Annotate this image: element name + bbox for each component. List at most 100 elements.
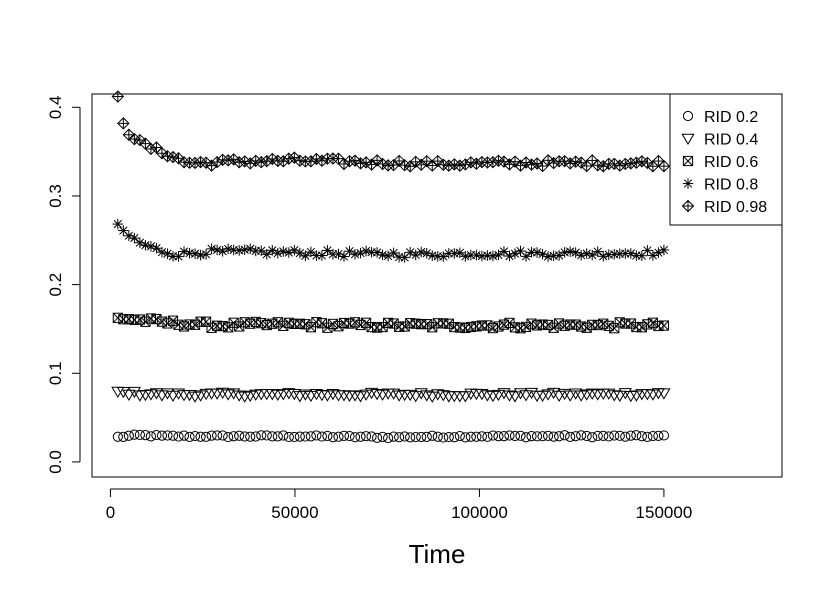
data-point xyxy=(266,152,279,166)
data-point xyxy=(155,390,169,402)
data-point xyxy=(232,156,246,169)
data-point xyxy=(542,319,554,331)
y-tick-label: 0.4 xyxy=(46,95,65,119)
data-point xyxy=(370,388,384,401)
legend-symbol xyxy=(681,199,695,213)
data-point xyxy=(217,430,228,441)
series-layer xyxy=(111,90,671,444)
legend-item: RID 0.8 xyxy=(682,177,758,194)
legend-box xyxy=(669,93,783,226)
legend-symbol xyxy=(682,110,694,122)
data-point xyxy=(167,430,179,441)
data-point xyxy=(288,151,301,164)
data-point xyxy=(520,321,532,333)
data-point xyxy=(454,247,466,259)
data-point xyxy=(388,318,399,329)
data-point xyxy=(304,390,318,403)
data-point xyxy=(151,242,162,254)
data-point xyxy=(432,431,443,442)
data-point xyxy=(524,387,539,400)
data-point xyxy=(405,432,416,443)
data-point xyxy=(497,388,511,400)
data-point xyxy=(282,388,296,400)
series-rid-0-2 xyxy=(112,429,670,444)
data-point xyxy=(403,389,417,402)
legend-symbol xyxy=(682,178,694,189)
data-point xyxy=(111,90,125,103)
data-point xyxy=(261,249,273,260)
data-point xyxy=(189,319,201,330)
data-point xyxy=(443,431,454,443)
data-point xyxy=(399,321,410,332)
data-point xyxy=(602,388,616,400)
data-point xyxy=(625,318,636,329)
data-point xyxy=(282,152,296,165)
data-point xyxy=(597,250,609,262)
data-point xyxy=(309,389,324,401)
data-point xyxy=(437,251,449,262)
data-point xyxy=(117,117,130,130)
data-point xyxy=(569,155,582,168)
data-point xyxy=(508,391,522,403)
data-point xyxy=(526,431,537,442)
data-point xyxy=(228,317,239,328)
data-point xyxy=(171,388,186,400)
data-point xyxy=(585,154,599,167)
data-point xyxy=(537,431,548,442)
data-point xyxy=(458,391,472,403)
data-point xyxy=(646,159,660,173)
data-point xyxy=(267,431,278,442)
data-point xyxy=(492,154,505,167)
data-point xyxy=(271,389,285,402)
data-point xyxy=(541,154,555,167)
data-point xyxy=(542,430,554,441)
data-point xyxy=(320,390,335,402)
data-point xyxy=(597,159,610,173)
data-point xyxy=(453,159,467,172)
data-point xyxy=(509,248,521,259)
data-point xyxy=(255,245,267,257)
data-point xyxy=(502,390,517,402)
data-point xyxy=(548,322,559,333)
data-point xyxy=(360,245,372,257)
data-point xyxy=(118,431,129,442)
data-point xyxy=(498,431,510,442)
data-point xyxy=(558,388,572,401)
legend-label: RID 0.4 xyxy=(704,132,758,149)
data-point xyxy=(552,390,566,402)
data-point xyxy=(513,388,528,400)
data-point xyxy=(377,431,388,442)
data-point xyxy=(647,430,658,442)
data-point xyxy=(322,430,333,442)
data-point xyxy=(570,431,581,442)
data-point xyxy=(293,154,307,167)
data-point xyxy=(471,431,482,442)
data-point xyxy=(613,159,627,172)
data-point xyxy=(349,432,361,443)
data-point xyxy=(421,431,432,442)
data-point xyxy=(348,154,362,167)
data-point xyxy=(272,317,283,328)
data-point xyxy=(287,389,301,401)
x-tick-label: 100000 xyxy=(451,503,508,522)
data-point xyxy=(658,430,670,441)
data-point xyxy=(631,430,642,441)
data-point xyxy=(565,431,576,442)
data-point xyxy=(161,149,174,163)
data-point xyxy=(162,430,173,441)
data-point xyxy=(420,390,434,402)
data-point xyxy=(498,246,510,257)
data-point xyxy=(305,246,317,258)
data-point xyxy=(476,320,487,331)
data-point xyxy=(140,316,151,327)
data-point xyxy=(570,247,581,258)
data-point xyxy=(239,244,250,256)
data-point xyxy=(591,389,605,401)
data-point xyxy=(453,391,467,403)
data-point xyxy=(344,430,355,442)
y-axis: 0.0 0.1 0.2 0.3 0.4 xyxy=(46,95,81,474)
data-point xyxy=(493,431,504,442)
data-point xyxy=(520,251,532,262)
data-point xyxy=(427,322,438,333)
data-point xyxy=(437,158,450,172)
